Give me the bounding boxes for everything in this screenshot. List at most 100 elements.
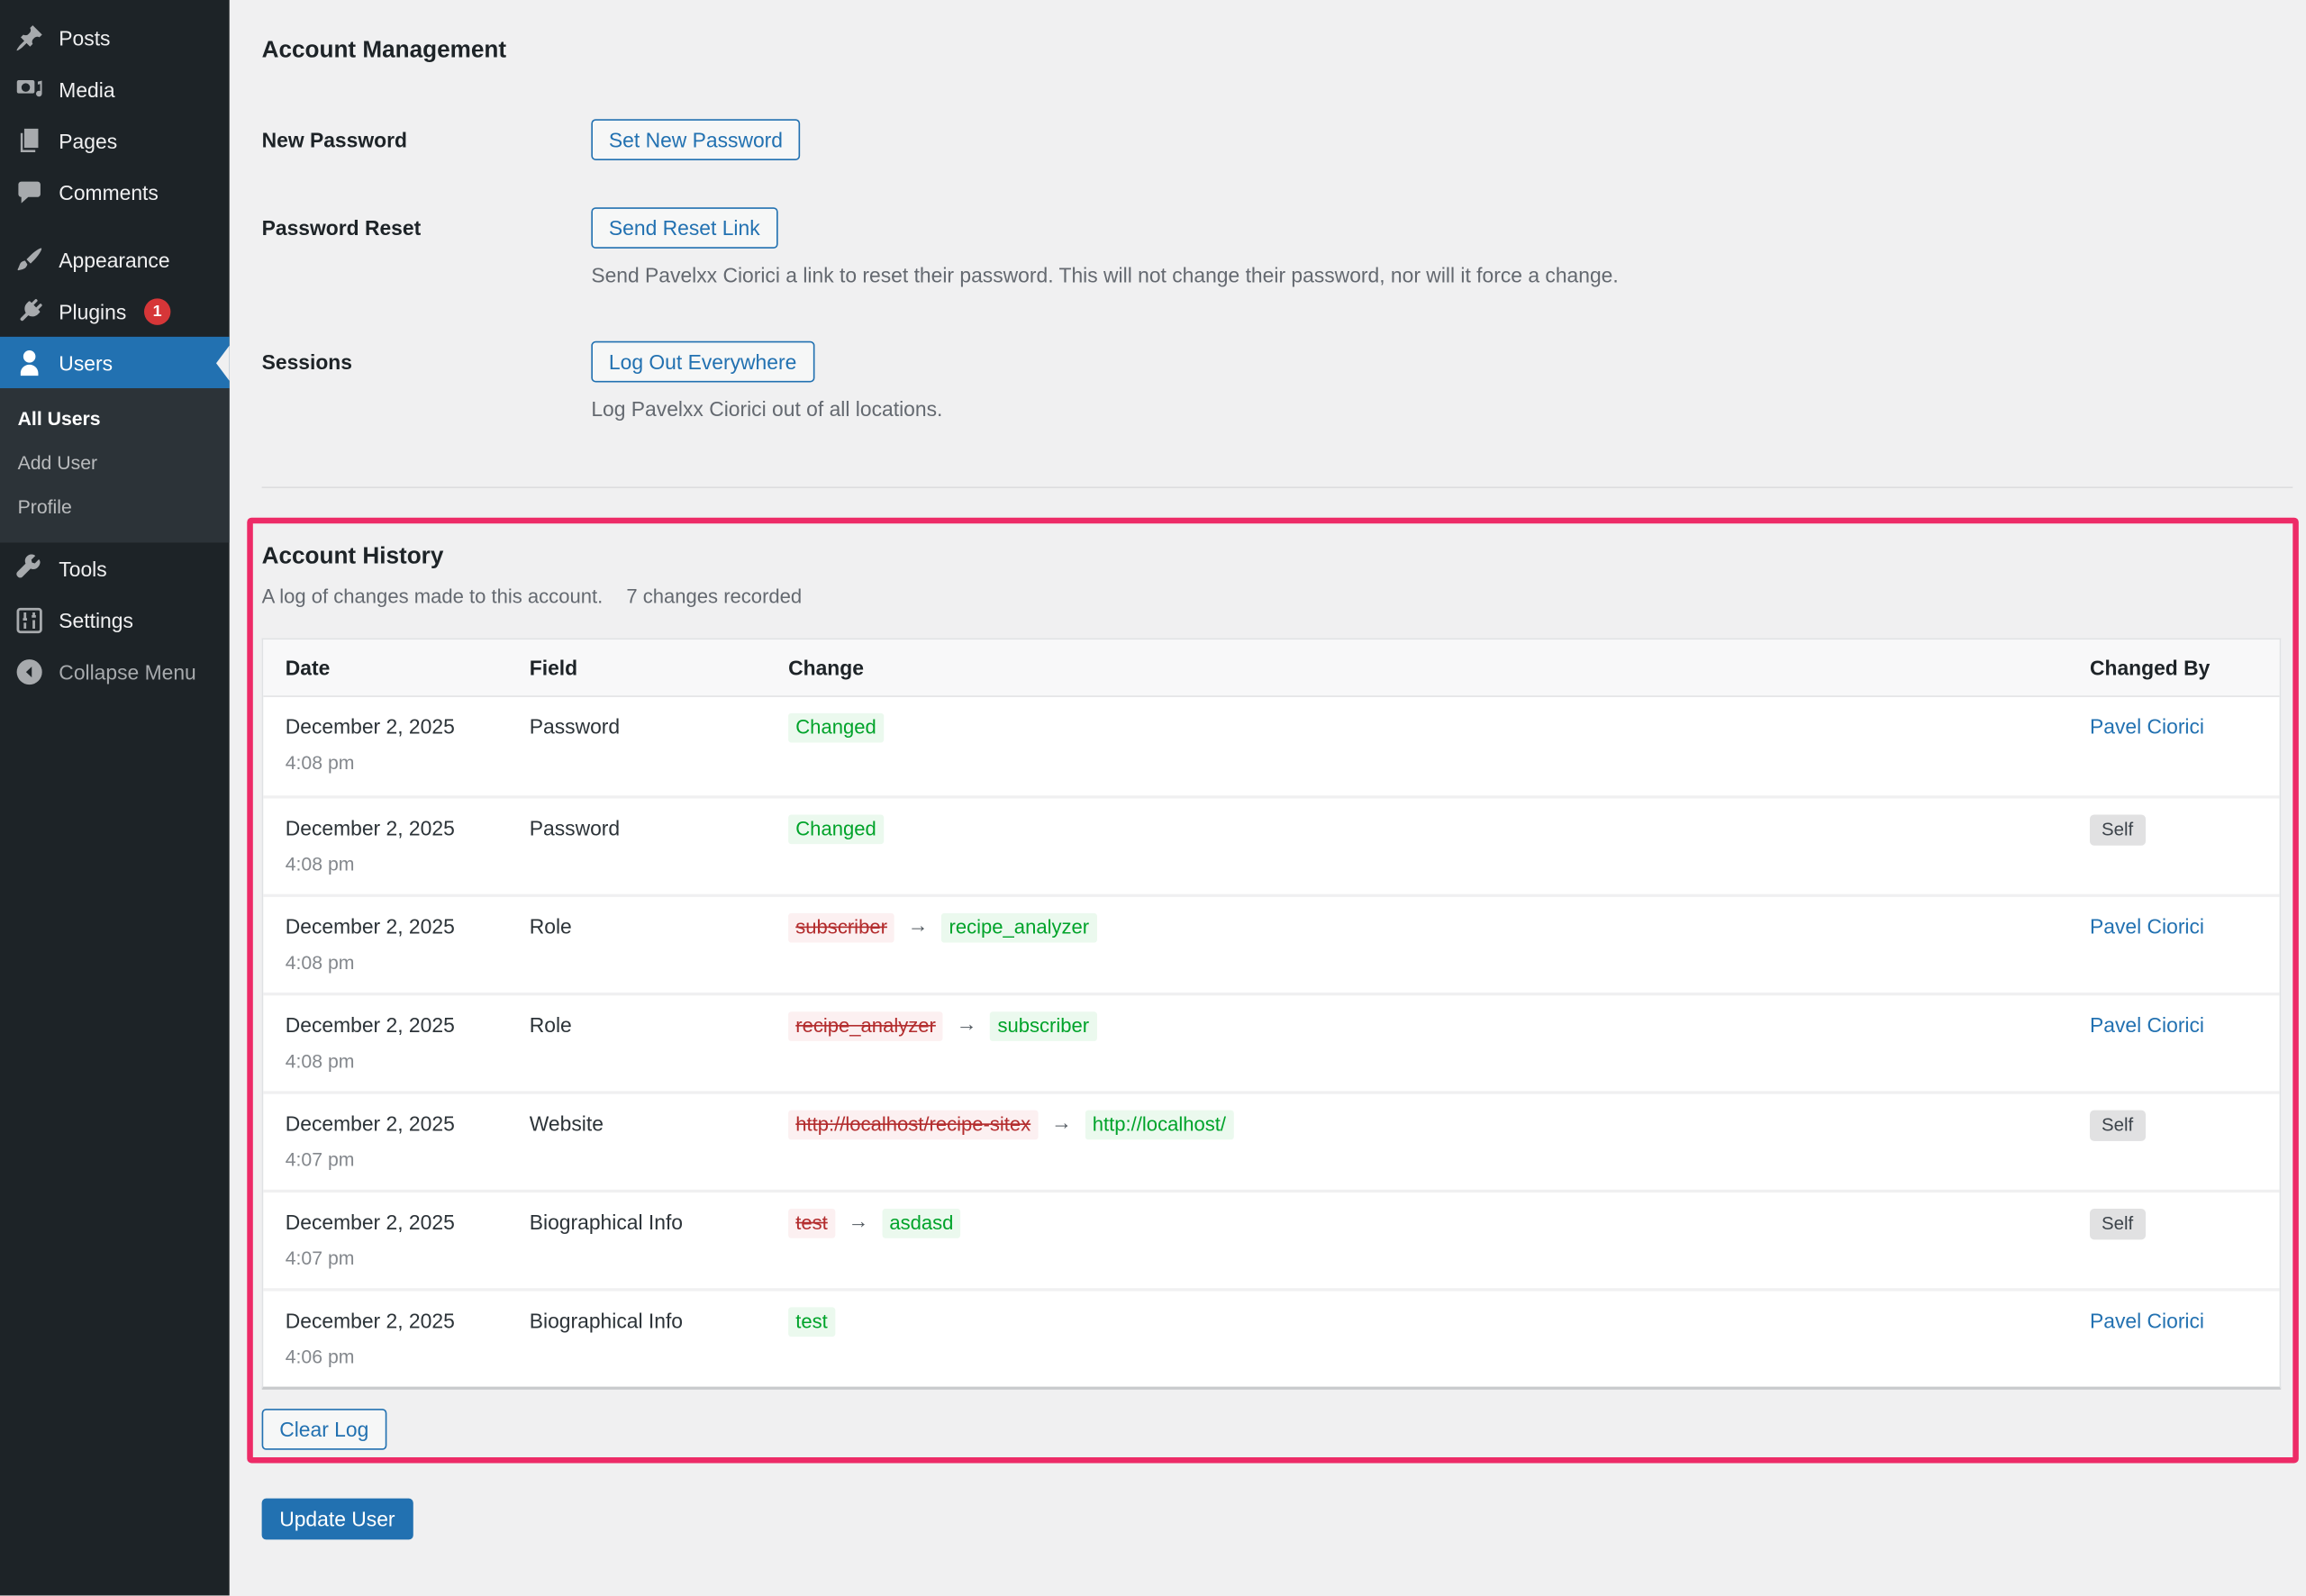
new-value: Changed [788,814,884,845]
sidebar-item-label: Comments [59,179,159,204]
change-cell: test → asdasd [767,1192,2068,1288]
field-cell: Website [507,1094,766,1190]
changed-by-user-link[interactable]: Pavel Ciorici [2089,1012,2205,1038]
form-row-description: Send Pavelxx Ciorici a link to reset the… [591,263,1619,287]
changed-by-cell: Pavel Ciorici [2068,995,2280,1091]
new-value: Changed [788,712,884,743]
media-icon [14,74,44,104]
sidebar-item-label: Posts [59,25,111,50]
date-cell: December 2, 2025 4:07 pm [263,1192,507,1288]
change-time: 4:07 pm [285,1148,355,1171]
comment-icon [14,177,44,207]
change-time: 4:08 pm [285,951,355,974]
field-name: Password [529,816,621,840]
old-value: recipe_analyzer [788,1011,944,1041]
collapse-icon [14,657,44,686]
user-icon [14,348,44,377]
sidebar-item-plugins[interactable]: Plugins 1 [0,286,230,337]
sidebar-item-comments[interactable]: Comments [0,166,230,217]
update-count-badge: 1 [143,297,171,324]
log-out-everywhere-button[interactable]: Log Out Everywhere [591,340,814,383]
sidebar-item-settings[interactable]: Settings [0,594,230,646]
changed-by-cell: Pavel Ciorici [2068,1291,2280,1386]
history-change-count: 7 changes recorded [626,585,803,608]
field-name: Role [529,1012,572,1038]
change-time: 4:08 pm [285,751,355,774]
new-value: recipe_analyzer [941,912,1097,943]
field-cell: Biographical Info [507,1291,766,1386]
change-time: 4:06 pm [285,1345,355,1368]
update-user-button[interactable]: Update User [261,1498,413,1540]
field-name: Biographical Info [529,1309,684,1333]
change-cell: test [767,1291,2068,1386]
history-table-row: December 2, 2025 4:08 pm Role recipe_analyz… [263,993,2280,1091]
sidebar-item-pages[interactable]: Pages [0,114,230,166]
change-cell: subscriber → recipe_analyzer [767,897,2068,993]
account-management-rows: New Password Set New Password Password Res… [262,119,2293,422]
sidebar-item-label: Collapse Menu [59,659,196,684]
changed-by-cell: Pavel Ciorici [2068,697,2280,795]
sidebar-item-users[interactable]: Users [0,336,230,389]
date-cell: December 2, 2025 4:08 pm [263,799,507,894]
column-header-changed-by: Changed By [2089,656,2211,680]
admin-menu: Posts Media Pages Comments Appearance Plugins… [0,12,230,697]
change-date: December 2, 2025 [285,1111,455,1136]
new-value: test [788,1307,835,1338]
new-value: subscriber [990,1011,1097,1041]
sidebar-item-appearance[interactable]: Appearance [0,234,230,286]
sidebar-subitem-all-users[interactable]: All Users [17,407,101,430]
sidebar-item-collapse[interactable]: Collapse Menu [0,646,230,697]
change-cell: Changed [767,697,2068,795]
column-header-field: Field [529,656,578,680]
form-row-field: Set New Password [591,119,801,160]
brush-icon [14,245,44,275]
section-divider [261,486,2293,489]
form-row-description: Log Pavelxx Ciorici out of all locations… [591,396,943,421]
changed-by-cell: Self [2068,1192,2280,1288]
send-reset-link-button[interactable]: Send Reset Link [591,207,778,249]
form-row-field: Log Out Everywhere Log Pavelxx Ciorici ou… [591,340,943,422]
sidebar-item-tools[interactable]: Tools [0,542,230,594]
sidebar-subitem-add-user[interactable]: Add User [17,451,98,474]
arrow-right-icon: → [1051,1110,1072,1134]
set-new-password-button[interactable]: Set New Password [591,119,801,160]
sidebar-item-label: Settings [59,608,133,632]
arrow-right-icon: → [907,912,929,937]
change-date: December 2, 2025 [285,914,455,939]
column-header-date: Date [285,656,331,680]
change-date: December 2, 2025 [285,816,455,840]
old-value: http://localhost/recipe-sitex [788,1110,1039,1140]
change-cell: recipe_analyzer → subscriber [767,995,2068,1091]
date-cell: December 2, 2025 4:08 pm [263,897,507,993]
change-date: December 2, 2025 [285,714,455,739]
sidebar-item-label: Users [59,350,113,375]
new-value: asdasd [882,1209,961,1238]
date-cell: December 2, 2025 4:08 pm [263,995,507,1091]
changed-by-user-link[interactable]: Pavel Ciorici [2089,914,2205,939]
account-management-title: Account Management [261,38,507,64]
change-cell: Changed [767,799,2068,894]
changed-by-user-link[interactable]: Pavel Ciorici [2089,714,2205,739]
field-cell: Role [507,897,766,993]
form-row-sessions: Sessions Log Out Everywhere Log Pavelxx Ci… [262,340,2293,422]
field-cell: Password [507,799,766,894]
sidebar-subitem-profile[interactable]: Profile [17,495,72,518]
sidebar-item-label: Appearance [59,248,170,272]
change-date: December 2, 2025 [285,1012,455,1038]
date-cell: December 2, 2025 4:07 pm [263,1094,507,1190]
wrench-icon [14,553,44,584]
sidebar-item-label: Plugins [59,299,127,323]
old-value: subscriber [788,912,895,943]
table-body: December 2, 2025 4:08 pm Password Changed Pa… [263,697,2280,1387]
sidebar-item-media[interactable]: Media [0,63,230,114]
form-row-label: New Password [261,128,407,152]
new-value: http://localhost/ [1085,1110,1234,1140]
self-badge: Self [2089,814,2146,846]
changed-by-user-link[interactable]: Pavel Ciorici [2089,1309,2205,1333]
sidebar-item-posts[interactable]: Posts [0,12,230,63]
clear-log-button[interactable]: Clear Log [261,1409,386,1450]
form-row-password-reset: Password Reset Send Reset Link Send Pavelx… [262,207,2293,288]
table-header-row: Date Field Change Changed By [263,639,2280,697]
account-history-subtitle: A log of changes made to this account. 7 … [262,584,2282,609]
